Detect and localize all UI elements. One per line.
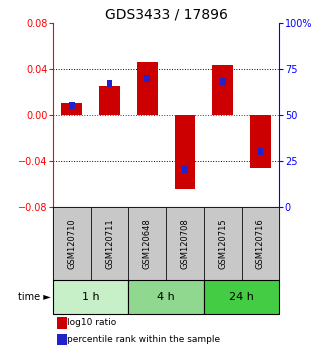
- Text: 24 h: 24 h: [229, 292, 254, 302]
- Text: GSM120710: GSM120710: [67, 218, 76, 269]
- Title: GDS3433 / 17896: GDS3433 / 17896: [105, 8, 228, 22]
- Text: GSM120711: GSM120711: [105, 218, 114, 269]
- Bar: [57, 333, 67, 345]
- Text: time ►: time ►: [18, 292, 51, 302]
- Bar: [257, 148, 263, 155]
- Bar: [107, 80, 112, 87]
- Bar: [220, 78, 226, 85]
- Bar: [175, 115, 195, 189]
- Bar: [61, 103, 82, 115]
- FancyBboxPatch shape: [241, 207, 279, 280]
- FancyBboxPatch shape: [53, 280, 128, 314]
- Bar: [57, 317, 67, 329]
- FancyBboxPatch shape: [128, 280, 204, 314]
- Bar: [212, 65, 233, 115]
- FancyBboxPatch shape: [166, 207, 204, 280]
- FancyBboxPatch shape: [53, 207, 91, 280]
- Bar: [182, 166, 188, 173]
- FancyBboxPatch shape: [91, 207, 128, 280]
- Text: 4 h: 4 h: [157, 292, 175, 302]
- FancyBboxPatch shape: [204, 280, 279, 314]
- Text: percentile rank within the sample: percentile rank within the sample: [66, 335, 220, 344]
- FancyBboxPatch shape: [128, 207, 166, 280]
- FancyBboxPatch shape: [204, 207, 241, 280]
- Text: GSM120715: GSM120715: [218, 218, 227, 269]
- Bar: [69, 102, 75, 109]
- Text: GSM120708: GSM120708: [180, 218, 189, 269]
- Bar: [99, 86, 120, 115]
- Bar: [137, 62, 158, 115]
- Bar: [250, 115, 271, 168]
- Bar: [144, 75, 150, 81]
- Text: log10 ratio: log10 ratio: [66, 318, 116, 327]
- Text: GSM120648: GSM120648: [143, 218, 152, 269]
- Text: GSM120716: GSM120716: [256, 218, 265, 269]
- Text: 1 h: 1 h: [82, 292, 100, 302]
